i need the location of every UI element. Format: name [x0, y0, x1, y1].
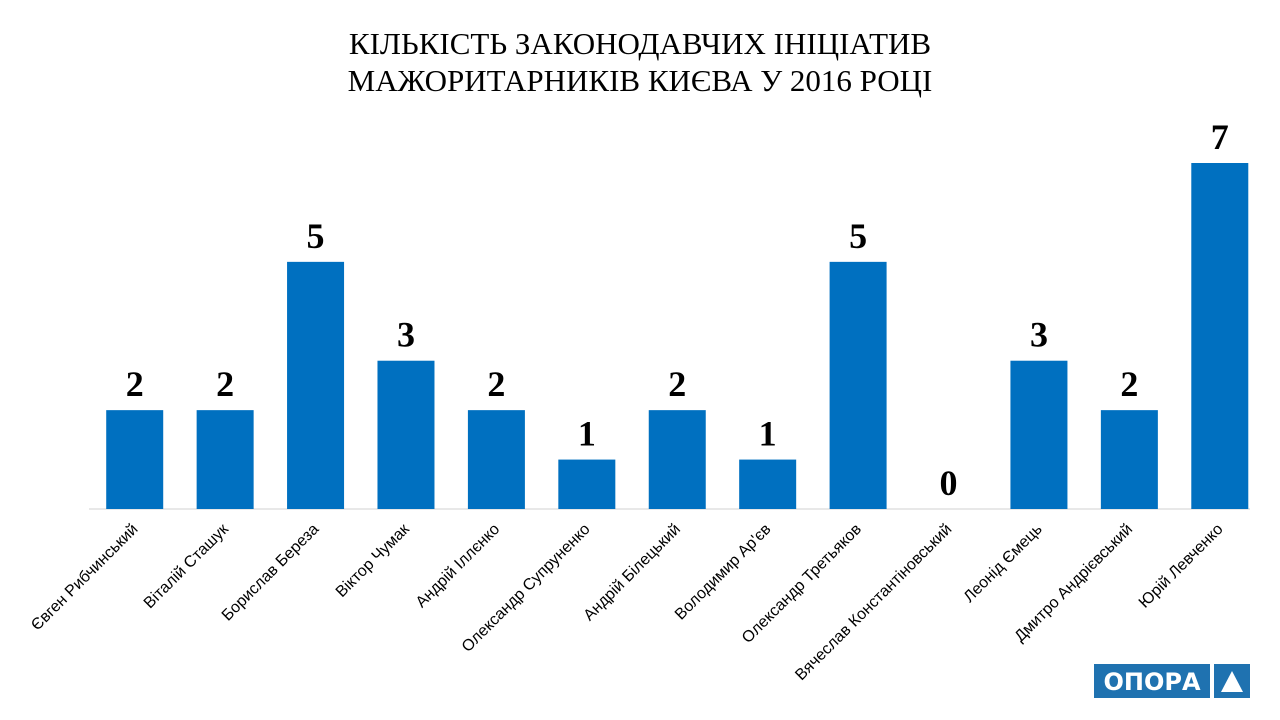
- value-label: 2: [487, 364, 505, 404]
- value-label: 7: [1211, 117, 1229, 157]
- value-label: 2: [1120, 364, 1138, 404]
- bar: [196, 410, 254, 509]
- value-label: 2: [216, 364, 234, 404]
- bar: [1191, 163, 1249, 509]
- bar: [106, 410, 164, 509]
- logo-icon: [1221, 671, 1243, 692]
- bar: [1010, 360, 1068, 509]
- bar: [467, 410, 525, 509]
- value-label: 5: [307, 216, 325, 256]
- x-tick-label: Вячеслав Константіновський: [792, 521, 955, 684]
- value-label: 1: [578, 414, 596, 454]
- value-label: 3: [1030, 315, 1048, 355]
- bar: [829, 261, 887, 509]
- bar: [1100, 410, 1158, 509]
- x-tick-label: Юрій Левченко: [1136, 521, 1227, 612]
- x-tick-label: Леонід Ємець: [961, 521, 1046, 606]
- value-label: 3: [397, 315, 415, 355]
- value-label: 0: [940, 463, 958, 503]
- value-label: 5: [849, 216, 867, 256]
- bar: [558, 459, 616, 509]
- x-tick-label: Андрій Іллєнко: [413, 521, 503, 611]
- logo-box: [1094, 664, 1210, 698]
- value-label: 2: [126, 364, 144, 404]
- x-tick-label: Віктор Чумак: [333, 520, 414, 601]
- x-tick-label: Євген Рибчинський: [28, 521, 141, 634]
- logo-text: ОПОРА: [1103, 668, 1200, 696]
- x-tick-label: Андрій Білецький: [581, 521, 684, 624]
- bar: [739, 459, 797, 509]
- bar: [377, 360, 435, 509]
- bar: [648, 410, 706, 509]
- x-tick-label: Віталій Сташук: [141, 520, 233, 612]
- x-tick-label: Борислав Береза: [219, 521, 323, 625]
- logo: ОПОРА: [1094, 664, 1250, 698]
- chart-title: КІЛЬКІСТЬ ЗАКОНОДАВЧИХ ІНІЦІАТИВ: [349, 26, 931, 61]
- chart-title: МАЖОРИТАРНИКІВ КИЄВА У 2016 РОЦІ: [348, 63, 933, 98]
- value-label: 2: [668, 364, 686, 404]
- bar: [287, 261, 345, 509]
- value-label: 1: [759, 414, 777, 454]
- x-tick-label: Володимир Ар'єв: [672, 521, 775, 624]
